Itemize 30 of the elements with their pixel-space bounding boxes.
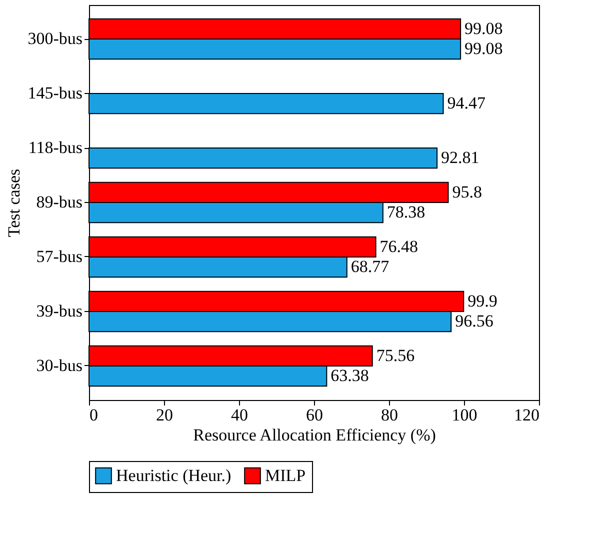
x-tick-label: 120 — [514, 406, 540, 424]
y-tick-label: 118-bus — [28, 138, 82, 158]
legend-label: MILP — [265, 466, 306, 485]
data-label: 99.9 — [468, 291, 498, 310]
data-label: 75.56 — [376, 346, 415, 365]
data-label: 63.38 — [330, 366, 369, 386]
y-tick-label: 145-bus — [28, 84, 82, 103]
x-tick-label: 40 — [231, 406, 248, 424]
data-label: 68.77 — [350, 257, 390, 276]
data-label: 96.56 — [455, 312, 494, 331]
data-label: 76.48 — [380, 236, 418, 256]
legend-label: Heuristic (Heur.) — [116, 466, 232, 485]
data-label: 95.8 — [452, 182, 482, 202]
x-tick-label: 60 — [306, 406, 323, 424]
y-tick-label: 39-bus — [36, 301, 82, 320]
data-label: 92.81 — [441, 148, 480, 168]
y-tick-label: 30-bus — [36, 356, 82, 375]
x-tick-label: 100 — [452, 406, 478, 424]
data-label: 94.47 — [447, 94, 486, 113]
data-label: 99.08 — [464, 18, 503, 38]
y-tick-label: 89-bus — [36, 192, 82, 212]
x-tick-label: 20 — [156, 406, 173, 424]
x-axis-title: Resource Allocation Efficiency (%) — [193, 426, 436, 444]
data-label: 99.08 — [464, 39, 503, 58]
x-tick-label: 0 — [90, 406, 98, 424]
data-label: 78.38 — [386, 202, 426, 222]
y-tick-label: 57-bus — [36, 246, 82, 266]
x-tick-label: 80 — [381, 406, 398, 424]
y-tick-label: 300-bus — [28, 29, 82, 48]
y-axis-title: Test cases — [4, 168, 24, 238]
